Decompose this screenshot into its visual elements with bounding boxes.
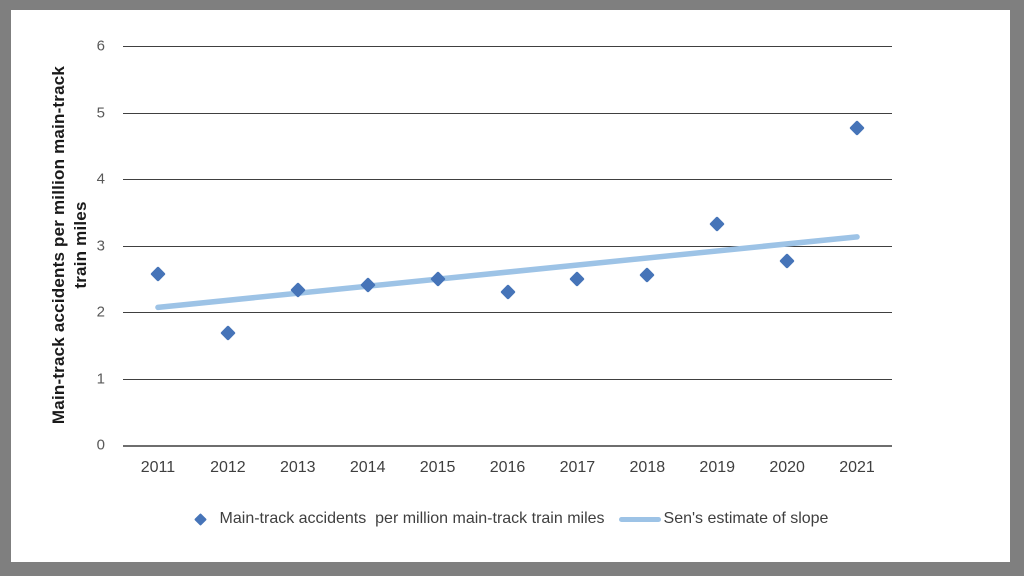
gridline-y-6 xyxy=(123,46,892,47)
x-tick-label-2021: 2021 xyxy=(839,459,875,476)
gridline-y-5 xyxy=(123,112,892,114)
y-tick-label-6: 6 xyxy=(96,37,105,55)
x-tick-label-2013: 2013 xyxy=(279,459,316,476)
legend-label-sens-slope: Sen's estimate of slope xyxy=(663,510,829,527)
legend-diamond-marker-icon xyxy=(193,512,207,526)
plot-area: 0 1 2 3 4 5 6 2011 2012 2013 2014 2015 2016 2017 2018 2… xyxy=(97,38,892,476)
legend: Main-track accidents per million main-tr… xyxy=(11,510,1010,528)
sens-slope-line xyxy=(155,234,860,311)
y-tick-label-5: 5 xyxy=(96,104,105,121)
gridline-y-2 xyxy=(123,312,892,313)
x-tick-label-2014: 2014 xyxy=(349,459,386,476)
chart-canvas: Main-track accidents per million main-tr… xyxy=(11,10,1010,562)
y-tick-label-1: 1 xyxy=(96,370,105,387)
y-tick-label-4: 4 xyxy=(96,170,105,188)
x-tick-label-2020: 2020 xyxy=(769,459,805,476)
gridline-y-4 xyxy=(123,179,892,180)
x-tick-label-2016: 2016 xyxy=(489,459,526,476)
trend-line-svg xyxy=(155,234,860,311)
x-tick-label-2011: 2011 xyxy=(140,459,176,476)
gridline-y-1 xyxy=(123,378,892,380)
legend-label-accidents: Main-track accidents per million main-tr… xyxy=(219,510,605,527)
legend-item-sens-slope: Sen's estimate of slope xyxy=(618,510,829,528)
legend-item-accidents: Main-track accidents per million main-tr… xyxy=(193,510,605,528)
gridline-y-3 xyxy=(123,245,892,247)
x-tick-label-2015: 2015 xyxy=(419,459,456,476)
x-tick-label-2018: 2018 xyxy=(629,459,666,476)
legend-line-marker-icon xyxy=(618,516,661,522)
x-tick-label-2017: 2017 xyxy=(559,459,596,476)
x-tick-label-2012: 2012 xyxy=(210,459,246,476)
x-tick-label-2019: 2019 xyxy=(699,459,736,476)
y-tick-label-0: 0 xyxy=(96,436,105,454)
x-axis-line xyxy=(123,445,892,447)
y-tick-label-2: 2 xyxy=(96,303,105,321)
y-tick-label-3: 3 xyxy=(96,237,105,254)
